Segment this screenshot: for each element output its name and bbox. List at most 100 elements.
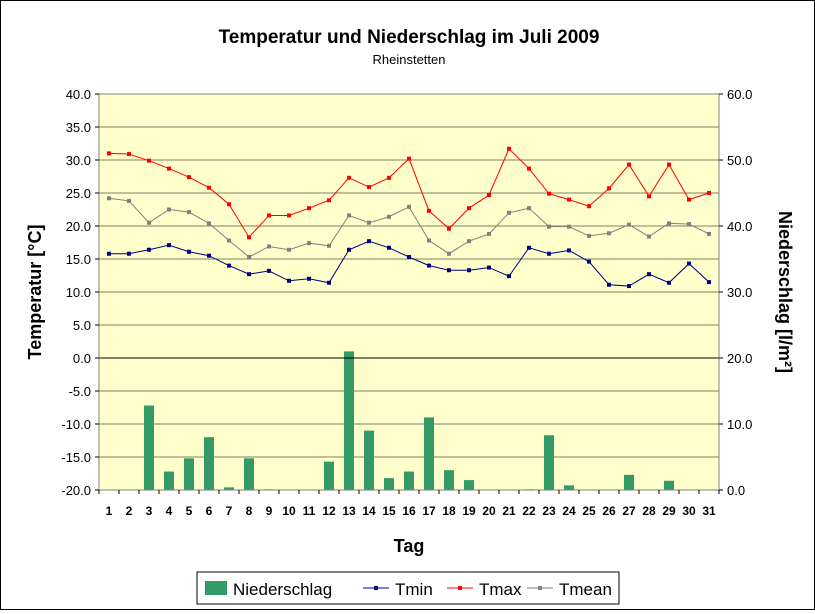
x-tick-label: 21 <box>502 504 516 518</box>
point-tmean <box>167 207 171 212</box>
point-tmin <box>607 282 611 287</box>
point-tmax <box>387 175 391 180</box>
line-layer <box>107 146 711 289</box>
point-tmin <box>467 268 471 273</box>
left-tick-label: -5.0 <box>69 384 91 399</box>
legend-marker-tmax <box>458 586 462 590</box>
point-tmean <box>627 222 631 227</box>
x-tick-label: 25 <box>582 504 596 518</box>
point-tmean <box>707 231 711 236</box>
point-tmin <box>407 255 411 260</box>
point-tmean <box>347 213 351 218</box>
x-tick-label: 15 <box>382 504 396 518</box>
right-axis-ticks: 60.0 50.0 40.0 30.0 20.0 10.0 0.0 <box>719 87 752 498</box>
point-tmax <box>207 185 211 190</box>
right-tick-label: 10.0 <box>727 417 752 432</box>
x-tick-label: 26 <box>602 504 616 518</box>
y-axis-title: Temperatur [°C] <box>25 225 45 360</box>
point-tmax <box>507 146 511 151</box>
bar-niederschlag <box>204 437 214 490</box>
legend-label-tmean: Tmean <box>559 580 612 599</box>
right-tick-label: 20.0 <box>727 351 752 366</box>
point-tmax <box>167 166 171 171</box>
right-tick-label: 30.0 <box>727 285 752 300</box>
bar-niederschlag <box>364 430 374 490</box>
point-tmin <box>307 276 311 281</box>
right-tick-label: 40.0 <box>727 219 752 234</box>
point-tmean <box>407 204 411 209</box>
left-tick-label: 10.0 <box>66 285 91 300</box>
left-tick-label: 40.0 <box>66 87 91 102</box>
point-tmean <box>687 222 691 227</box>
point-tmin <box>367 239 371 244</box>
x-tick-label: 24 <box>562 504 576 518</box>
bar-niederschlag <box>444 470 454 490</box>
legend-marker-tmean <box>538 586 542 590</box>
point-tmean <box>387 214 391 219</box>
left-tick-label: 0.0 <box>73 351 91 366</box>
bar-niederschlag <box>424 417 434 490</box>
point-tmin <box>507 274 511 279</box>
right-tick-label: 0.0 <box>727 483 745 498</box>
x-tick-label: 7 <box>226 504 233 518</box>
x-tick-label: 19 <box>462 504 476 518</box>
point-tmin <box>187 249 191 254</box>
legend-label-niederschlag: Niederschlag <box>233 580 332 599</box>
point-tmax <box>547 191 551 196</box>
x-tick-label: 23 <box>542 504 556 518</box>
point-tmax <box>187 175 191 180</box>
point-tmean <box>107 196 111 201</box>
right-tick-label: 60.0 <box>727 87 752 102</box>
legend-label-tmax: Tmax <box>479 580 522 599</box>
y2-axis-title: Niederschlag [l/m²] <box>775 211 795 373</box>
point-tmax <box>487 192 491 197</box>
left-tick-label: 30.0 <box>66 153 91 168</box>
point-tmax <box>707 191 711 195</box>
point-tmax <box>667 162 671 167</box>
point-tmean <box>487 231 491 236</box>
point-tmin <box>647 272 651 277</box>
legend-swatch-niederschlag <box>205 581 227 595</box>
x-tick-label: 6 <box>206 504 213 518</box>
left-tick-label: 20.0 <box>66 219 91 234</box>
point-tmean <box>547 224 551 229</box>
x-tick-label: 10 <box>282 504 296 518</box>
x-tick-label: 30 <box>682 504 696 518</box>
right-tick-label: 50.0 <box>727 153 752 168</box>
point-tmean <box>247 255 251 260</box>
point-tmax <box>127 152 131 157</box>
point-tmean <box>187 210 191 215</box>
point-tmin <box>207 253 211 258</box>
point-tmax <box>587 204 591 209</box>
chart-title: Temperatur und Niederschlag im Juli 2009 <box>219 27 600 48</box>
point-tmax <box>567 197 571 202</box>
point-tmin <box>247 272 251 277</box>
bar-niederschlag <box>384 478 394 490</box>
legend-items: Niederschlag Tmin Tmax Tmean <box>205 580 612 599</box>
point-tmax <box>147 158 151 163</box>
point-tmean <box>587 233 591 238</box>
point-tmax <box>687 197 691 202</box>
point-tmean <box>327 243 331 248</box>
x-tick-label: 16 <box>402 504 416 518</box>
point-tmean <box>147 220 151 225</box>
point-tmin <box>447 268 451 273</box>
point-tmin <box>127 251 131 256</box>
point-tmin <box>627 284 631 289</box>
bar-niederschlag <box>344 351 354 490</box>
point-tmean <box>527 206 531 211</box>
x-axis-ticks: 1 2 3 4 5 6 7 8 9 10 11 12 13 14 15 16 17 18 19 20 21 22 23 24 2… <box>98 490 720 518</box>
bar-niederschlag <box>324 461 334 490</box>
left-tick-label: -10.0 <box>61 417 91 432</box>
point-tmean <box>427 238 431 243</box>
left-axis-ticks: 40.0 35.0 30.0 25.0 20.0 15.0 10.0 5.0 0.0 -5.0 -1… <box>61 87 99 498</box>
point-tmean <box>467 239 471 244</box>
x-tick-label: 8 <box>246 504 253 518</box>
x-tick-label: 31 <box>702 504 716 518</box>
bar-niederschlag <box>224 487 234 490</box>
point-tmax <box>467 206 471 211</box>
point-tmean <box>567 224 571 229</box>
point-tmean <box>667 221 671 226</box>
point-tmin <box>427 263 431 268</box>
